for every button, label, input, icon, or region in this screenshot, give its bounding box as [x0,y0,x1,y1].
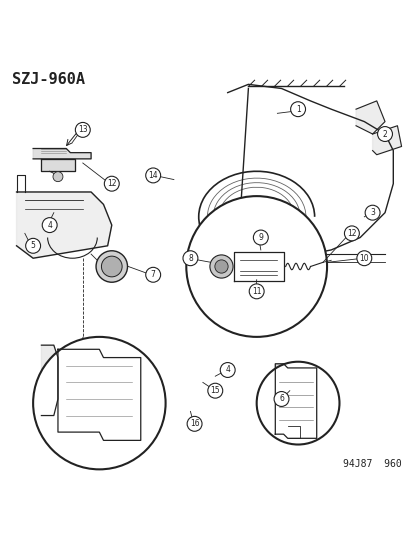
Circle shape [53,172,63,182]
Circle shape [256,362,339,445]
Circle shape [273,392,288,407]
Polygon shape [41,159,74,171]
Circle shape [220,362,235,377]
Text: 14: 14 [148,171,158,180]
Circle shape [145,268,160,282]
Polygon shape [17,192,112,258]
Polygon shape [372,126,401,155]
Text: 8: 8 [188,254,192,263]
Text: 16: 16 [189,419,199,429]
Text: 3: 3 [369,208,374,217]
Circle shape [145,168,160,183]
Circle shape [96,251,127,282]
Polygon shape [41,345,58,416]
Text: 10: 10 [358,254,368,263]
Text: 5: 5 [31,241,36,251]
Circle shape [33,337,165,470]
Text: 1: 1 [295,104,300,114]
Circle shape [104,176,119,191]
Circle shape [290,102,305,117]
Circle shape [187,416,202,431]
Circle shape [364,205,379,220]
Text: 4: 4 [225,366,230,375]
Polygon shape [233,252,283,281]
Circle shape [75,123,90,138]
Circle shape [26,238,40,253]
Circle shape [377,126,392,141]
Circle shape [214,260,228,273]
Text: SZJ-960A: SZJ-960A [12,72,85,87]
Polygon shape [33,149,91,159]
Circle shape [207,383,222,398]
Circle shape [344,226,358,241]
Text: 94J87  960: 94J87 960 [342,459,401,470]
Text: 11: 11 [252,287,261,296]
Circle shape [42,217,57,232]
Text: 7: 7 [150,270,155,279]
Text: 4: 4 [47,221,52,230]
Polygon shape [275,364,316,438]
Circle shape [209,255,233,278]
Text: 6: 6 [278,394,283,403]
Circle shape [101,256,122,277]
Text: 9: 9 [258,233,263,242]
Text: 2: 2 [382,130,387,139]
Polygon shape [355,101,384,134]
Circle shape [249,284,263,299]
Circle shape [183,251,197,265]
Circle shape [186,196,326,337]
Text: 15: 15 [210,386,220,395]
Text: 12: 12 [347,229,356,238]
Circle shape [253,230,268,245]
Circle shape [356,251,371,265]
Text: 12: 12 [107,179,116,188]
Text: 13: 13 [78,125,88,134]
Polygon shape [58,349,140,440]
